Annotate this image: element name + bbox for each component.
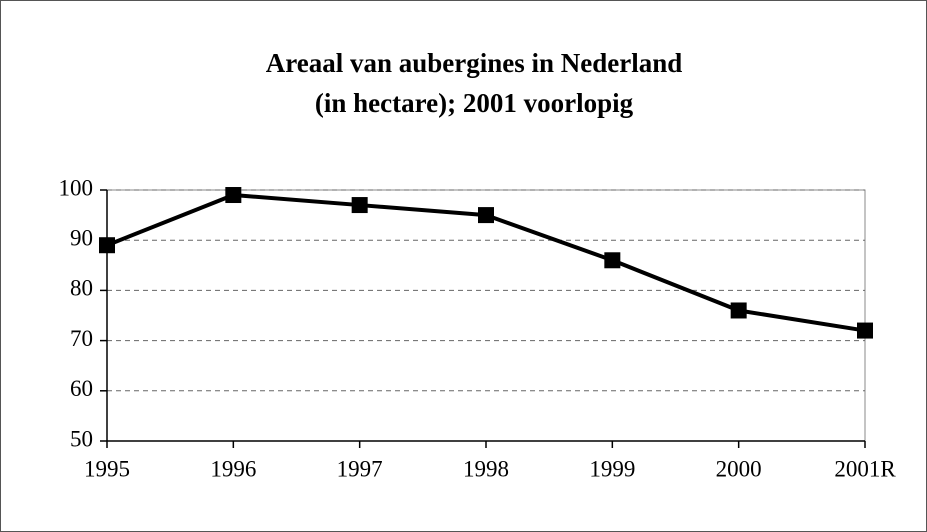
y-tick-label: 100 [59, 175, 94, 200]
x-tick-label: 1996 [210, 456, 256, 481]
x-tick-label: 1995 [84, 456, 130, 481]
data-marker [478, 207, 494, 224]
chart-title: Areaal van aubergines in Nederland [266, 48, 683, 78]
data-marker [730, 302, 747, 319]
data-marker [351, 197, 368, 214]
x-tick-label: 2001R [834, 456, 896, 481]
y-tick-label: 60 [70, 376, 93, 401]
y-tick-label: 50 [70, 426, 93, 451]
y-tick-label: 70 [70, 326, 93, 351]
data-marker [99, 237, 115, 254]
y-tick-label: 80 [70, 276, 93, 301]
data-marker [225, 187, 242, 204]
x-tick-label: 1999 [589, 456, 635, 481]
x-tick-label: 1998 [463, 456, 509, 481]
chart-title: (in hectare); 2001 voorlopig [315, 88, 634, 118]
x-tick-label: 2000 [716, 456, 762, 481]
x-tick-label: 1997 [337, 456, 383, 481]
data-marker [604, 252, 621, 269]
data-marker [857, 322, 873, 339]
y-tick-label: 90 [70, 225, 93, 250]
